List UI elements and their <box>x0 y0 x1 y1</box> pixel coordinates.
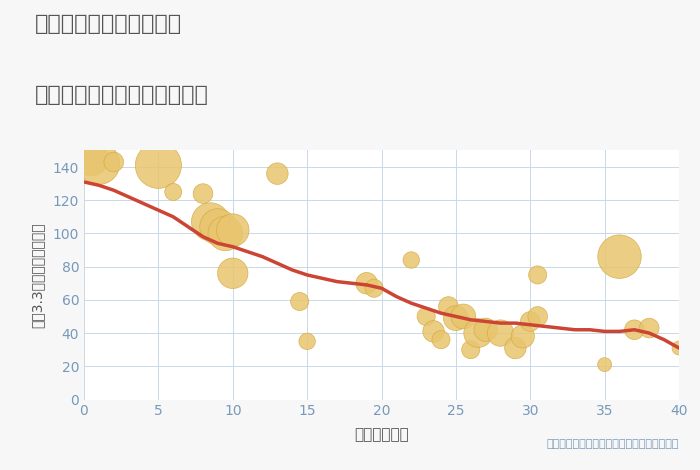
Point <box>153 162 164 169</box>
Text: 築年数別中古マンション価格: 築年数別中古マンション価格 <box>35 85 209 105</box>
Point <box>406 256 417 264</box>
Point <box>510 344 521 352</box>
Point <box>480 326 491 334</box>
Point <box>517 333 528 340</box>
Text: 奈良県奈良市南永井町の: 奈良県奈良市南永井町の <box>35 14 182 34</box>
Point <box>212 223 223 231</box>
Y-axis label: 坪（3.3㎡）単価（万円）: 坪（3.3㎡）単価（万円） <box>30 222 44 328</box>
Point <box>368 284 379 292</box>
Point <box>435 336 447 344</box>
Point <box>108 158 119 166</box>
Point <box>220 230 231 237</box>
Point <box>168 188 179 196</box>
X-axis label: 築年数（年）: 築年数（年） <box>354 427 409 442</box>
Point <box>205 218 216 226</box>
Point <box>644 324 655 332</box>
Point <box>614 253 625 260</box>
Point <box>525 318 536 325</box>
Point <box>421 313 432 320</box>
Point <box>93 160 104 167</box>
Point <box>473 329 484 337</box>
Point <box>532 313 543 320</box>
Point <box>629 326 640 334</box>
Point <box>302 337 313 345</box>
Point <box>428 328 439 335</box>
Point <box>450 314 461 322</box>
Point <box>465 346 476 353</box>
Point <box>443 303 454 310</box>
Point <box>197 190 209 197</box>
Text: 円の大きさは、取引のあった物件面積を示す: 円の大きさは、取引のあった物件面積を示す <box>547 439 679 449</box>
Point <box>227 227 238 234</box>
Point <box>599 361 610 368</box>
Point <box>227 269 238 277</box>
Point <box>458 313 469 320</box>
Point <box>673 344 685 352</box>
Point <box>495 329 506 337</box>
Point <box>86 155 97 163</box>
Point <box>272 170 283 177</box>
Point <box>361 280 372 287</box>
Point <box>294 298 305 306</box>
Point <box>532 271 543 279</box>
